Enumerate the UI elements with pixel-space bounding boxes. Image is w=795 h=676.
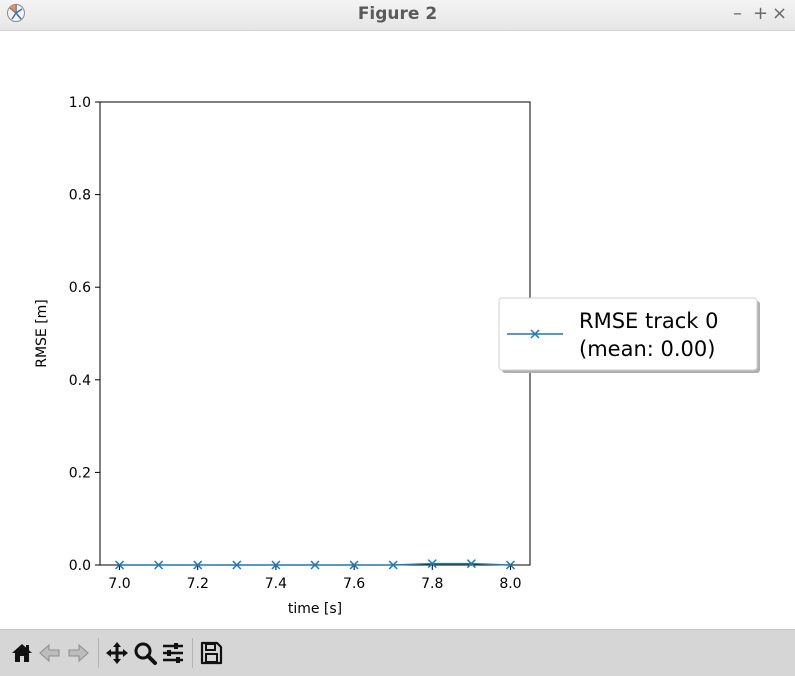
data-point-marker (388, 560, 398, 570)
title-bar: Figure 2 – + × (0, 0, 795, 31)
home-icon[interactable] (9, 640, 35, 666)
x-tick-label: 7.0 (108, 576, 130, 592)
app-icon (7, 4, 25, 22)
data-point-marker (310, 560, 320, 570)
x-tick-label: 7.4 (265, 576, 287, 592)
data-point-marker (505, 560, 515, 570)
y-tick-label: 0.2 (69, 465, 91, 481)
data-point-marker (232, 560, 242, 570)
save-icon[interactable] (198, 640, 224, 666)
x-tick-label: 7.6 (343, 576, 365, 592)
data-point-marker (154, 560, 164, 570)
x-tick-label: 7.2 (187, 576, 209, 592)
data-point-marker (115, 560, 125, 570)
pan-icon[interactable] (104, 640, 130, 666)
back-icon[interactable] (37, 640, 63, 666)
navigation-toolbar (0, 629, 795, 676)
data-point-marker (271, 560, 281, 570)
y-axis-label: RMSE [m] (34, 299, 50, 368)
y-tick-label: 0.6 (69, 280, 91, 296)
toolbar-separator (98, 638, 99, 668)
plot-area: 7.0 7.2 7.4 7.6 7.8 8.0 0.0 0.2 0.4 0.6 0.8 1.0 time… (34, 95, 531, 617)
y-tick-label: 1.0 (69, 95, 91, 111)
zoom-icon[interactable] (132, 640, 158, 666)
forward-icon[interactable] (65, 640, 91, 666)
minimize-button[interactable]: – (733, 3, 742, 24)
x-tick-label: 7.8 (421, 576, 443, 592)
legend-label: RMSE track 0 (579, 309, 718, 333)
legend: RMSE track 0 (mean: 0.00) (498, 297, 760, 373)
legend-label: (mean: 0.00) (579, 337, 715, 361)
data-point-marker (427, 559, 437, 569)
x-axis-label: time [s] (288, 601, 342, 617)
window-title: Figure 2 (357, 4, 438, 24)
data-point-marker (349, 560, 359, 570)
data-point-marker (193, 560, 203, 570)
y-tick-label: 0.0 (69, 558, 91, 574)
y-tick-label: 0.4 (69, 373, 91, 389)
legend-marker (530, 329, 540, 339)
close-button[interactable]: × (772, 3, 788, 24)
maximize-button[interactable]: + (753, 3, 769, 24)
legend-box (498, 297, 758, 371)
configure-subplots-icon[interactable] (160, 640, 186, 666)
toolbar-separator (192, 638, 193, 668)
data-point-marker (466, 559, 476, 569)
x-tick-label: 8.0 (499, 576, 521, 592)
y-tick-label: 0.8 (69, 188, 91, 204)
figure-canvas: 7.0 7.2 7.4 7.6 7.8 8.0 0.0 0.2 0.4 0.6 0.8 1.0 time… (34, 95, 760, 617)
axes-frame (99, 101, 531, 566)
